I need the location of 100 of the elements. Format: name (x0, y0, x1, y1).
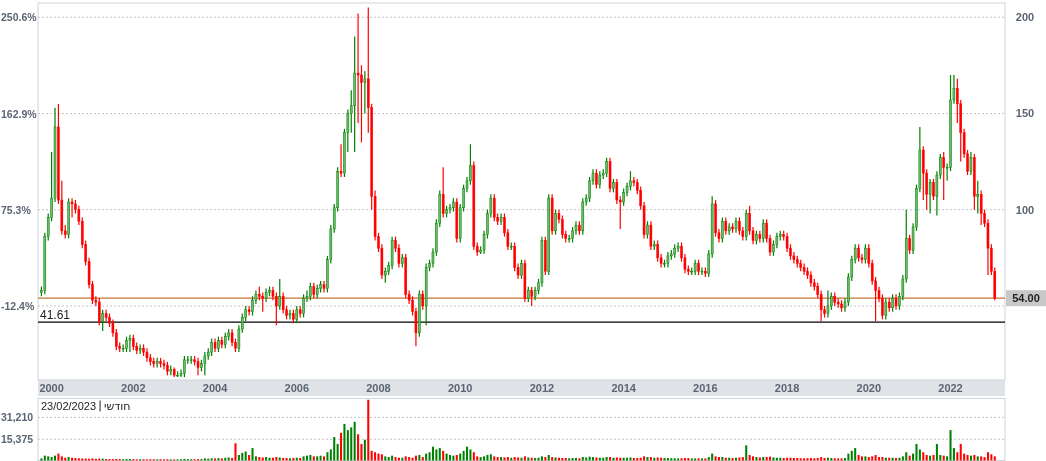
bar (683, 458, 686, 461)
bar (585, 457, 588, 461)
bar (571, 458, 574, 461)
y2-tick-label: 200 (1015, 11, 1035, 24)
candlestick (969, 151, 973, 176)
bar (847, 453, 850, 461)
candlestick (441, 166, 445, 218)
bar (534, 458, 537, 461)
bar (486, 454, 489, 461)
candlestick (908, 234, 911, 255)
candlestick (302, 293, 305, 319)
bar (353, 421, 356, 461)
bar (448, 454, 452, 461)
candlestick (125, 336, 128, 353)
bar (775, 457, 778, 461)
bar (670, 458, 673, 461)
bar (602, 457, 605, 461)
x-tick-label: 2004 (202, 382, 229, 394)
bar (803, 458, 806, 461)
bar (850, 450, 853, 461)
bar (248, 454, 251, 461)
bar (901, 456, 904, 461)
y2-tick-label: 150 (1015, 107, 1035, 120)
y-tick-label: 15,375 (1, 433, 34, 446)
bar (367, 399, 370, 461)
bar (438, 448, 441, 461)
bar (561, 458, 564, 461)
candlestick (261, 291, 264, 313)
candlestick (520, 259, 523, 280)
bar (990, 454, 993, 461)
ref-line-label: 41.61 (40, 308, 71, 323)
bar (316, 456, 319, 461)
x-tick-label: 2018 (774, 382, 800, 394)
bar (258, 457, 261, 461)
bar (377, 453, 380, 461)
bar (47, 456, 50, 461)
bar (466, 446, 469, 461)
candlestick (183, 355, 186, 378)
bar (636, 458, 639, 461)
candlestick (203, 351, 207, 376)
bar (462, 450, 465, 461)
bar (605, 457, 608, 461)
bar (370, 450, 373, 461)
candlestick (217, 336, 220, 353)
candlestick (840, 299, 843, 313)
bar (340, 432, 343, 461)
bar (935, 443, 938, 461)
bar (820, 457, 823, 461)
x-tick-label: 2016 (693, 382, 718, 394)
bar (871, 456, 874, 461)
y-tick-label: 31,210 (1, 411, 34, 424)
x-tick-label: 2002 (121, 382, 146, 394)
candlestick (864, 243, 867, 265)
candlestick (98, 297, 101, 326)
x-tick-label: 2012 (529, 382, 555, 394)
bar (435, 449, 438, 461)
bar (986, 452, 989, 461)
bar (857, 454, 860, 461)
candlestick (275, 291, 278, 326)
candlestick (979, 189, 983, 226)
ref-line-label: 54.00 (1012, 292, 1040, 305)
bar (227, 457, 230, 461)
y-tick-label: 162.9% (1, 107, 38, 120)
bar (241, 452, 244, 461)
bar (588, 456, 591, 461)
candlestick (942, 151, 945, 201)
bar (796, 458, 799, 461)
candlestick (530, 286, 533, 307)
bar (346, 430, 349, 461)
bar (305, 455, 309, 461)
bar (748, 454, 751, 461)
bar (43, 455, 46, 461)
y-tick-label: -12.4% (1, 300, 35, 313)
bar (993, 456, 996, 461)
candlestick (976, 180, 980, 215)
bar (384, 456, 387, 461)
bar (673, 458, 676, 461)
bar (874, 454, 877, 461)
candlestick (278, 278, 282, 311)
bar (265, 457, 268, 461)
bar (591, 457, 595, 461)
x-tick-label: 2006 (284, 382, 310, 394)
x-tick-label: 2020 (856, 382, 882, 394)
bar (786, 457, 789, 461)
y2-tick-label: 100 (1015, 203, 1035, 216)
candlestick (605, 157, 608, 178)
y-tick-label: 75.3% (1, 203, 32, 216)
bar (878, 457, 881, 461)
bar (789, 457, 792, 461)
candlestick (421, 289, 425, 311)
candlestick (70, 197, 74, 218)
bar (244, 451, 247, 461)
candlestick (554, 209, 557, 236)
candlestick (932, 178, 935, 201)
bar (639, 457, 642, 461)
bar (408, 457, 411, 461)
bar (574, 458, 577, 461)
bar (483, 456, 486, 461)
bar (387, 457, 390, 461)
bar (915, 443, 918, 461)
